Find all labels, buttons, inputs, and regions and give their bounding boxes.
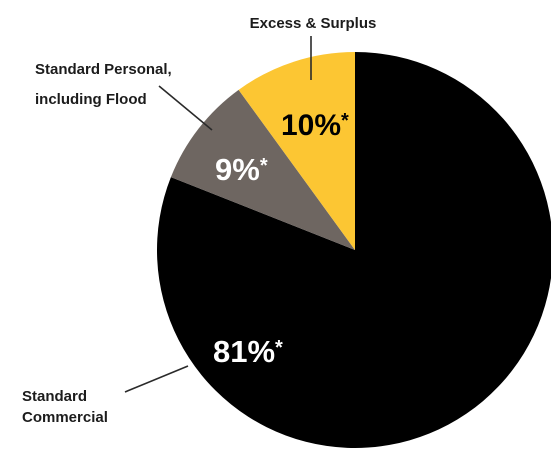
pie-slice-standard-commercial bbox=[157, 52, 551, 448]
value-label-number: 9% bbox=[215, 152, 260, 187]
category-label-line: Standard bbox=[22, 388, 87, 405]
pie-slice-standard-personal bbox=[170, 89, 355, 250]
value-label-asterisk: * bbox=[275, 337, 283, 359]
category-label-line: Excess & Surplus bbox=[250, 15, 377, 32]
category-label-line: Standard Personal, bbox=[35, 61, 172, 78]
pie-slice-excess-surplus bbox=[238, 52, 355, 250]
value-label-standard-commercial: 81%* bbox=[213, 334, 283, 369]
category-label-line: including Flood bbox=[35, 91, 147, 108]
value-label-asterisk: * bbox=[260, 155, 268, 177]
value-label-number: 81% bbox=[213, 334, 275, 369]
category-label-standard-personal: Standard Personal, including Flood bbox=[35, 61, 172, 108]
value-label-asterisk: * bbox=[341, 110, 349, 132]
leader-line-standard-personal bbox=[158, 85, 213, 131]
leader-line-standard-commercial bbox=[124, 365, 189, 393]
category-label-standard-commercial: Standard Commercial bbox=[22, 388, 108, 426]
value-label-number: 10% bbox=[281, 109, 341, 142]
category-label-line: Commercial bbox=[22, 409, 108, 426]
value-label-excess-surplus: 10%* bbox=[281, 109, 349, 142]
category-label-excess-surplus: Excess & Surplus bbox=[250, 15, 377, 32]
value-label-standard-personal: 9%* bbox=[215, 152, 268, 187]
